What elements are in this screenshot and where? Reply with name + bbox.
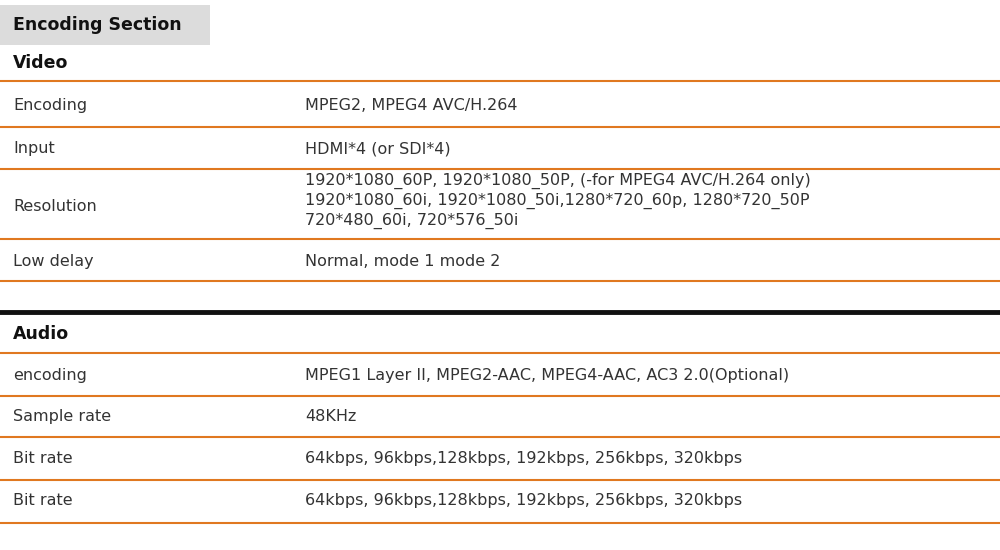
Text: MPEG2, MPEG4 AVC/H.264: MPEG2, MPEG4 AVC/H.264 [305, 98, 518, 113]
Text: Resolution: Resolution [13, 199, 97, 214]
Text: Bit rate: Bit rate [13, 493, 73, 508]
Text: 720*480_60i, 720*576_50i: 720*480_60i, 720*576_50i [305, 213, 518, 229]
Text: Sample rate: Sample rate [13, 409, 111, 425]
Text: 1920*1080_60P, 1920*1080_50P, (-for MPEG4 AVC/H.264 only): 1920*1080_60P, 1920*1080_50P, (-for MPEG… [305, 172, 811, 189]
Text: Low delay: Low delay [13, 254, 94, 269]
Bar [0, 5, 210, 45]
Text: encoding: encoding [13, 367, 87, 383]
Text: HDMI*4 (or SDI*4): HDMI*4 (or SDI*4) [305, 141, 451, 156]
Text: 64kbps, 96kbps,128kbps, 192kbps, 256kbps, 320kbps: 64kbps, 96kbps,128kbps, 192kbps, 256kbps… [305, 451, 742, 466]
Text: Video: Video [13, 54, 68, 72]
Text: Normal, mode 1 mode 2: Normal, mode 1 mode 2 [305, 254, 500, 269]
Text: 48KHz: 48KHz [305, 409, 356, 425]
Text: MPEG1 Layer II, MPEG2-AAC, MPEG4-AAC, AC3 2.0(Optional): MPEG1 Layer II, MPEG2-AAC, MPEG4-AAC, AC… [305, 367, 789, 383]
Text: 64kbps, 96kbps,128kbps, 192kbps, 256kbps, 320kbps: 64kbps, 96kbps,128kbps, 192kbps, 256kbps… [305, 493, 742, 508]
Text: Audio: Audio [13, 325, 69, 343]
Text: Input: Input [13, 141, 55, 156]
Text: Encoding: Encoding [13, 98, 87, 113]
Text: Encoding Section: Encoding Section [13, 16, 182, 34]
Text: Bit rate: Bit rate [13, 451, 73, 466]
Text: 1920*1080_60i, 1920*1080_50i,1280*720_60p, 1280*720_50P: 1920*1080_60i, 1920*1080_50i,1280*720_60… [305, 192, 810, 209]
